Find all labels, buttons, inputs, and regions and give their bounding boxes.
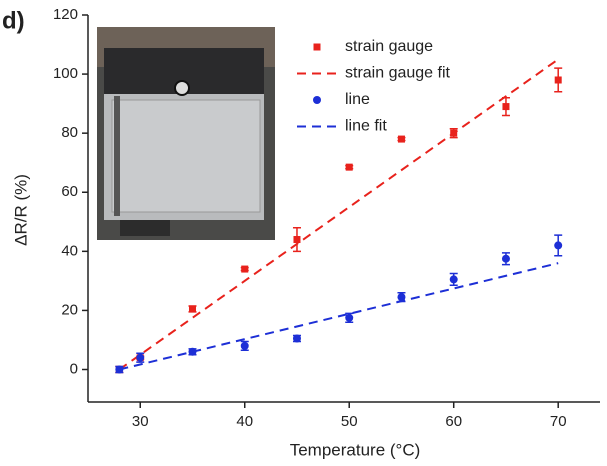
legend-label: line [345, 91, 370, 108]
fit-line [119, 262, 559, 371]
legend-label: line fit [345, 118, 387, 135]
data-point [240, 341, 249, 350]
data-point [293, 236, 301, 244]
legend-marker [313, 43, 321, 51]
y-tick-label: 40 [61, 242, 78, 259]
x-tick-label: 70 [550, 413, 567, 430]
legend-label: strain gauge [345, 38, 433, 55]
data-point [502, 103, 510, 111]
y-axis-title: ΔR/R (%) [11, 174, 30, 246]
inset-photo [97, 27, 275, 240]
data-point [449, 275, 458, 284]
x-tick-label: 60 [445, 413, 462, 430]
data-point [345, 163, 353, 171]
data-point [554, 241, 563, 250]
x-tick-label: 30 [132, 413, 149, 430]
y-tick-label: 100 [53, 65, 78, 82]
y-tick-label: 20 [61, 301, 78, 318]
y-tick-label: 80 [61, 124, 78, 141]
photo-floor [120, 220, 170, 236]
data-point [501, 254, 510, 263]
data-point [554, 76, 562, 84]
x-tick-label: 40 [236, 413, 253, 430]
y-tick-label: 60 [61, 183, 78, 200]
legend-label: strain gauge fit [345, 65, 451, 82]
data-point [188, 305, 196, 313]
x-axis-title: Temperature (°C) [290, 440, 421, 459]
data-point [241, 265, 249, 273]
y-tick-label: 0 [70, 360, 78, 377]
legend-marker [313, 96, 321, 104]
data-point [397, 293, 406, 302]
data-point [292, 334, 301, 343]
y-tick-label: 120 [53, 6, 78, 23]
x-tick-label: 50 [341, 413, 358, 430]
oven-door [111, 99, 261, 213]
oven-handle [114, 96, 120, 216]
data-point [397, 135, 405, 143]
oven-knob [174, 80, 190, 96]
data-point [345, 313, 354, 322]
panel-label: d) [2, 7, 25, 34]
data-point [136, 353, 145, 362]
